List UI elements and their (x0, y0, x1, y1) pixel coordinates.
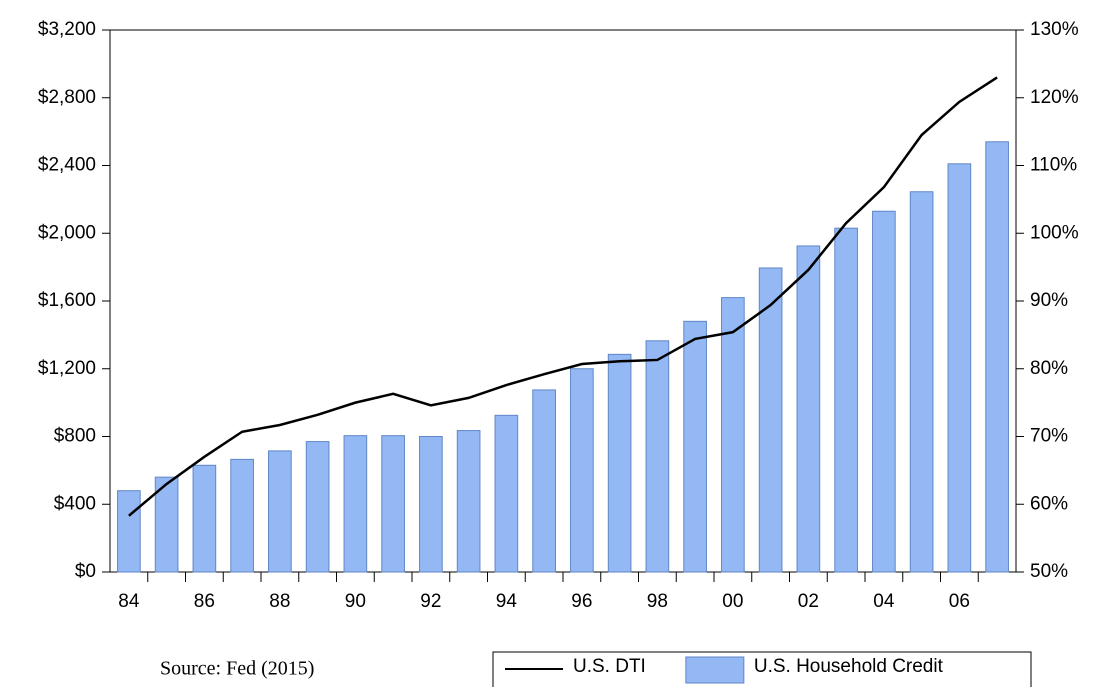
x-tick-label: 02 (798, 591, 819, 612)
y2-tick-label: 80% (1030, 358, 1068, 379)
y-tick-label: $1,200 (38, 358, 96, 379)
bar (192, 464, 217, 573)
y2-tick-label: 100% (1030, 222, 1079, 243)
bar (645, 340, 670, 573)
y-tick-label: $2,800 (38, 87, 96, 108)
x-tick-label: 96 (571, 591, 592, 612)
x-tick-label: 94 (496, 591, 518, 612)
bar (570, 368, 594, 573)
bar (985, 141, 1009, 573)
y-tick-label: $800 (54, 426, 96, 447)
bar (230, 458, 254, 573)
bar (721, 297, 745, 573)
legend-box (492, 651, 1032, 687)
bar (834, 227, 858, 573)
bar (268, 450, 292, 573)
bar (532, 389, 556, 573)
x-tick-label: 88 (269, 591, 290, 612)
y-tick-label: $2,000 (38, 222, 96, 243)
legend-label: U.S. Household Credit (754, 656, 944, 677)
x-tick-label: 92 (420, 591, 441, 612)
x-tick-label: 00 (722, 591, 743, 612)
bar (758, 267, 783, 573)
y2-tick-label: 60% (1030, 493, 1068, 514)
x-tick-label: 84 (118, 591, 140, 612)
y2-tick-label: 130% (1030, 19, 1079, 40)
bar (154, 476, 179, 573)
y-tick-label: $3,200 (38, 19, 96, 40)
bar (419, 436, 443, 573)
y2-tick-label: 110% (1030, 155, 1077, 176)
bar (381, 435, 405, 573)
y2-tick-label: 120% (1030, 87, 1079, 108)
bar (343, 435, 368, 573)
x-tick-label: 06 (949, 591, 970, 612)
bar (117, 490, 141, 573)
x-tick-label: 86 (194, 591, 215, 612)
bar (796, 245, 821, 573)
bar (305, 441, 330, 573)
y2-tick-label: 70% (1030, 426, 1068, 447)
bar (683, 320, 707, 573)
bar (494, 414, 519, 573)
y2-tick-label: 90% (1030, 290, 1068, 311)
bar (872, 210, 896, 573)
source-note: Source: Fed (2015) (160, 658, 314, 680)
x-tick-label: 04 (873, 591, 895, 612)
bar (456, 430, 481, 573)
y2-tick-label: 50% (1030, 561, 1068, 582)
x-tick-label: 90 (345, 591, 366, 612)
bar (947, 163, 972, 573)
legend-swatch (685, 656, 745, 684)
y-tick-label: $400 (54, 493, 96, 514)
bar (607, 353, 632, 573)
legend-label: U.S. DTI (573, 656, 646, 677)
x-tick-label: 98 (647, 591, 668, 612)
bar (909, 191, 934, 573)
y-tick-label: $1,600 (38, 290, 96, 311)
y-tick-label: $0 (75, 561, 96, 582)
y-tick-label: $2,400 (38, 155, 96, 176)
line (128, 76, 998, 517)
